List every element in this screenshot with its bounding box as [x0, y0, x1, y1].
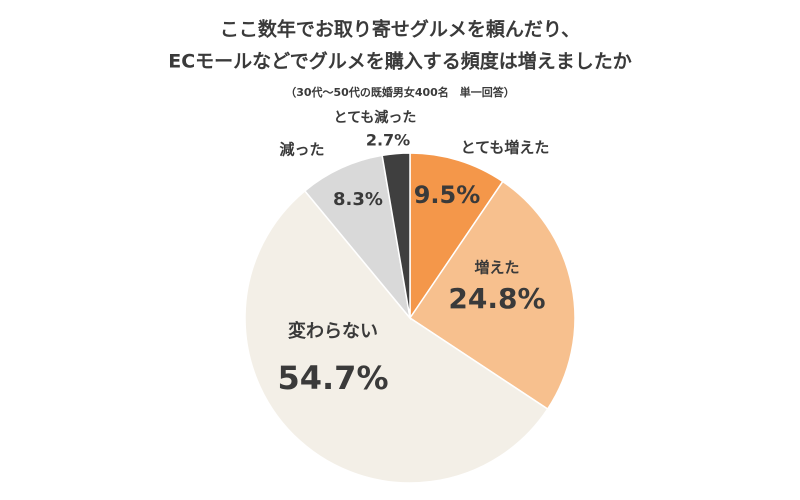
- slice-label: 増えた: [474, 259, 519, 277]
- pie-slice: [244, 189, 549, 484]
- pie-slice: [409, 152, 504, 321]
- value-label: 24.8%: [448, 282, 545, 315]
- pie-slice: [381, 152, 411, 319]
- chart-title: ECモールなどでグルメを購入する頻度は増えましたか: [168, 50, 632, 73]
- slice-label: 変わらない: [288, 320, 378, 342]
- value-label: 2.7%: [366, 131, 410, 150]
- pie-slice: [303, 154, 412, 321]
- slice-label: とても増えた: [461, 139, 550, 157]
- chart-title: ここ数年でお取り寄せグルメを頼んだり、: [220, 18, 580, 41]
- value-label: 9.5%: [414, 181, 481, 209]
- slice-label: とても減った: [334, 109, 417, 126]
- chart-subtitle: （30代〜50代の既婚男女400名 単一回答）: [285, 85, 515, 99]
- pie-slice: [408, 180, 576, 411]
- value-label: 8.3%: [333, 189, 383, 210]
- slice-label: 減った: [279, 141, 324, 159]
- value-label: 54.7%: [277, 359, 388, 397]
